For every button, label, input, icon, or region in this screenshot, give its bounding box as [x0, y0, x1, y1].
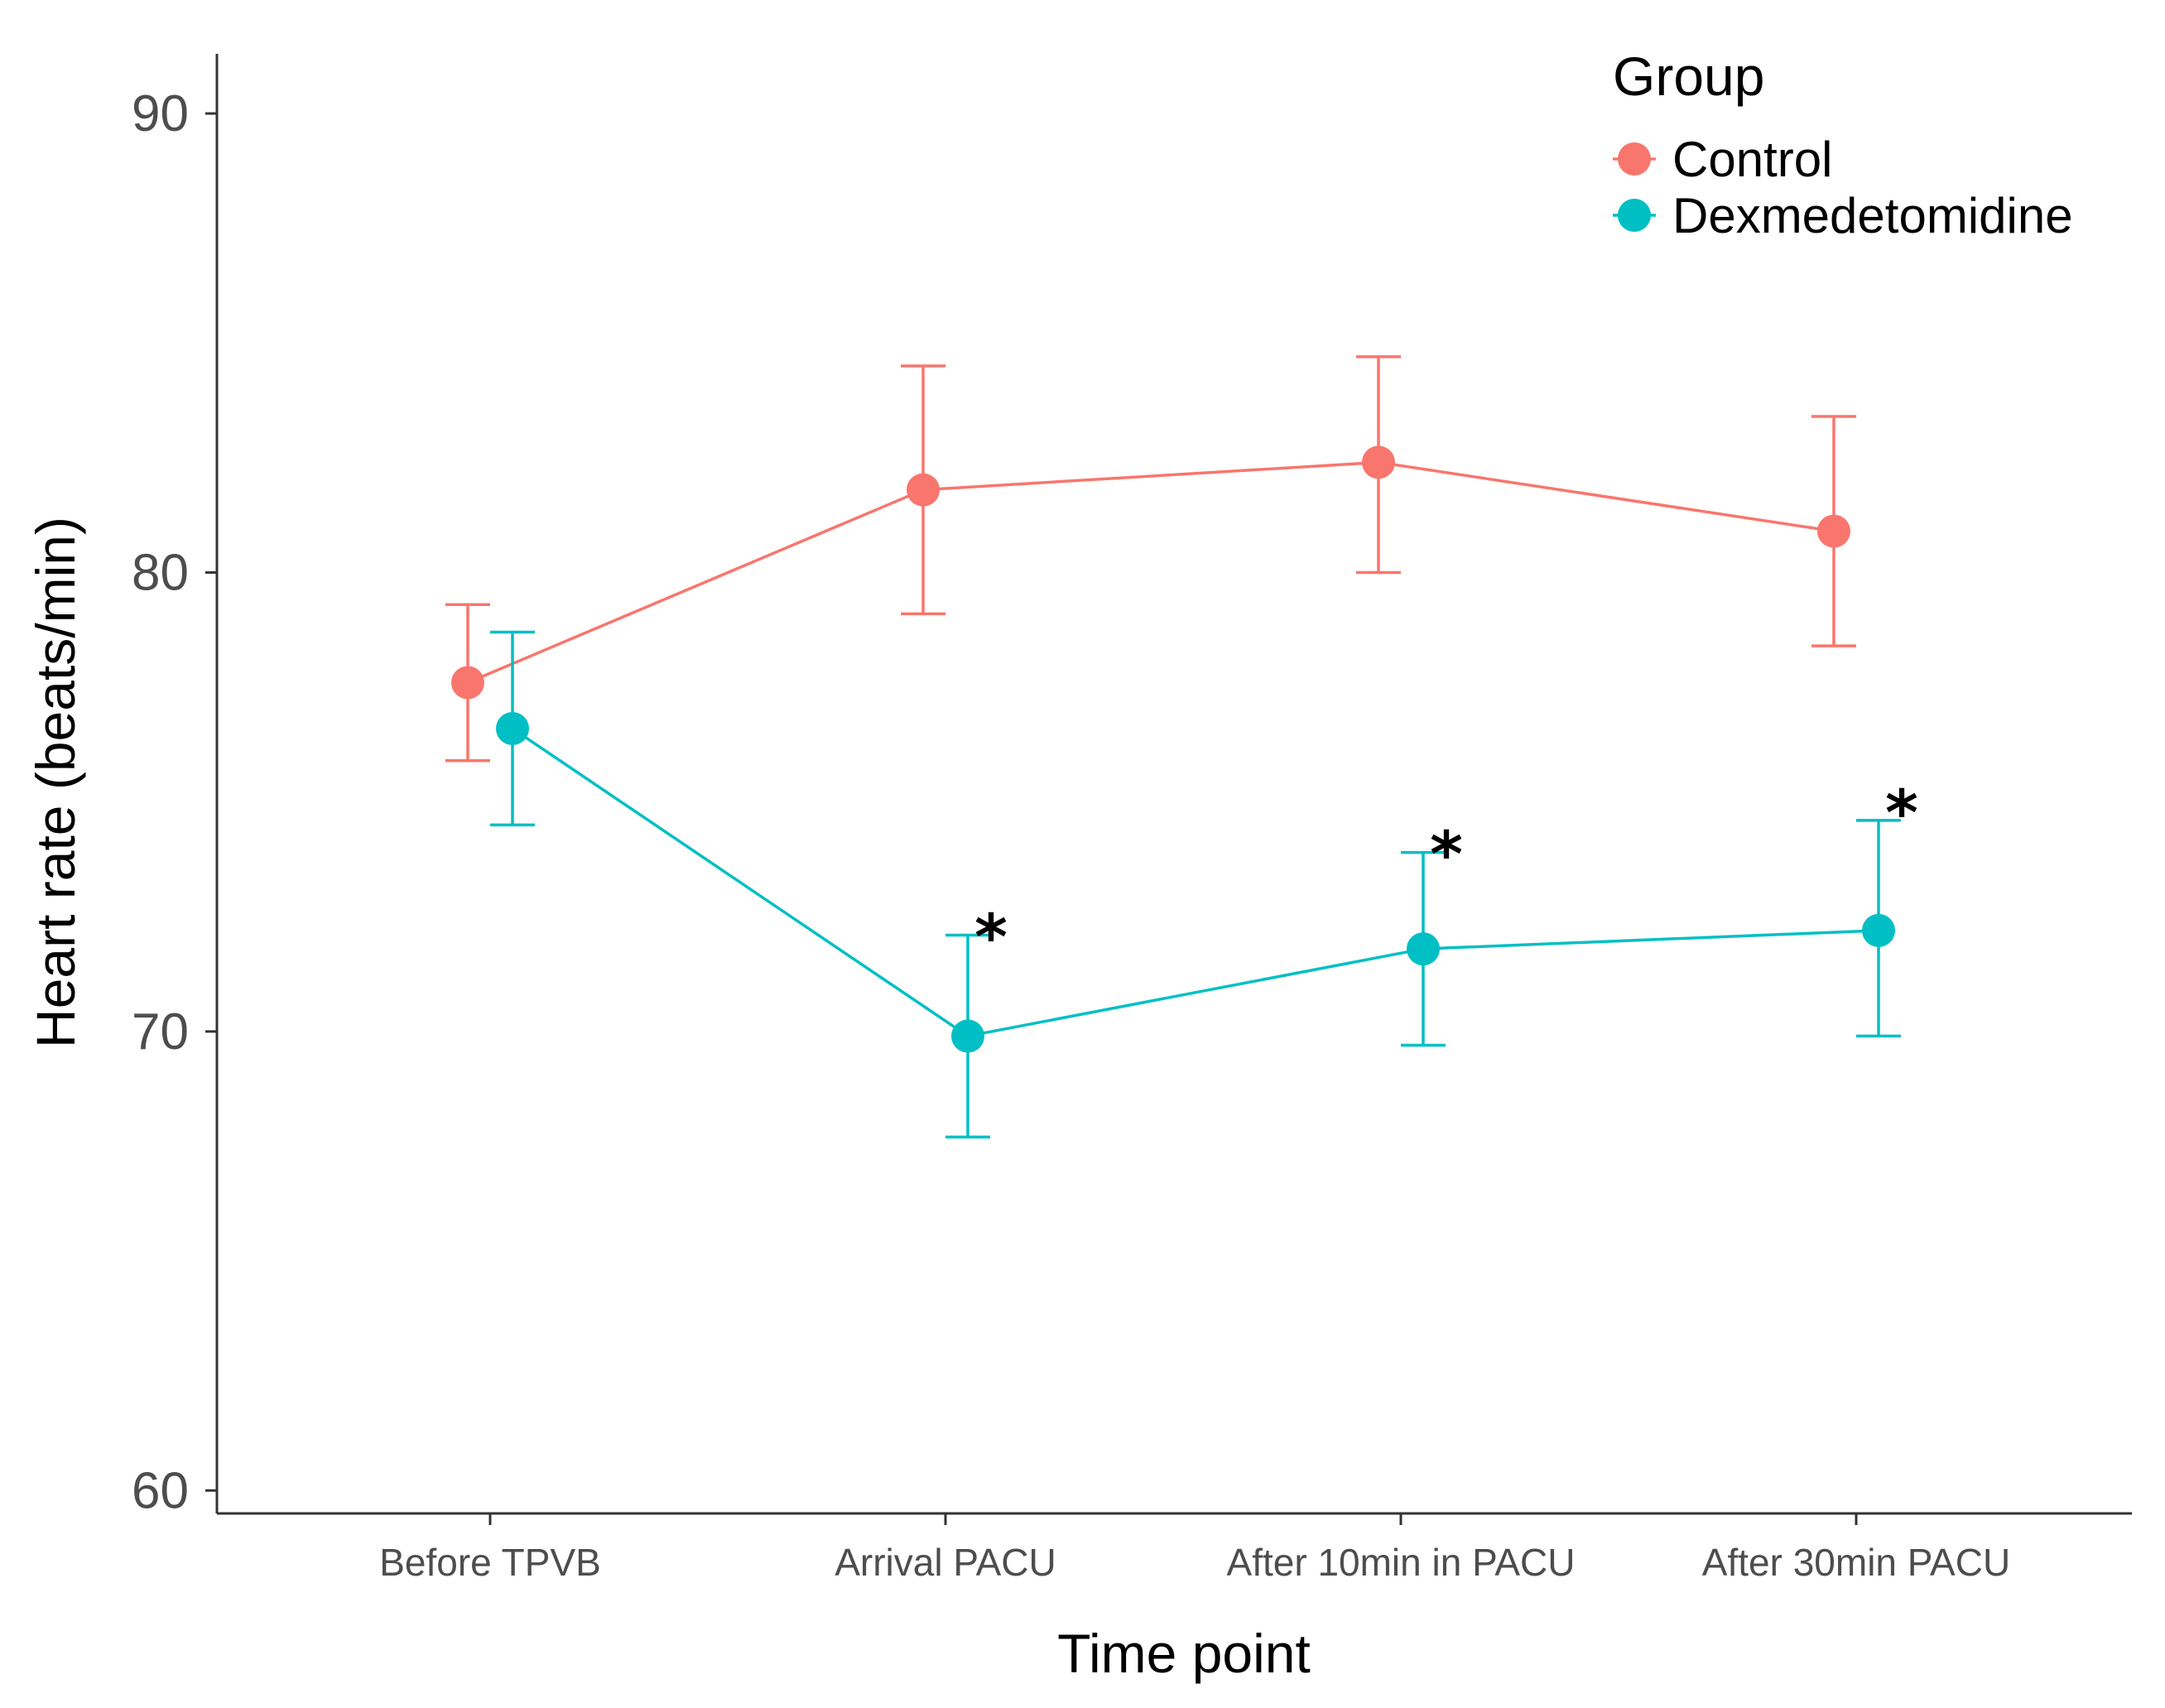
x-tick-label: After 30min PACU — [1702, 1541, 2010, 1584]
data-point — [907, 473, 940, 507]
legend-label: Control — [1672, 132, 1832, 187]
x-axis-title: Time point — [1057, 1623, 1311, 1684]
axes — [215, 54, 2132, 1515]
legend-marker — [1618, 142, 1651, 176]
x-tick-label: Before TPVB — [379, 1541, 601, 1584]
x-tick-label: After 10min in PACU — [1227, 1541, 1576, 1584]
series-line — [512, 727, 1879, 1038]
y-ticks: 60 70 80 90 — [132, 85, 217, 1519]
data-point — [1817, 514, 1850, 548]
series-dexmedetomidine — [490, 630, 1901, 1139]
data-point — [496, 711, 529, 745]
series-control — [445, 355, 1856, 763]
data-point — [451, 666, 484, 700]
legend-item-dexmedetomidine: Dexmedetomidine — [1613, 188, 2073, 243]
y-tick-label: 90 — [132, 85, 189, 142]
y-tick-label: 60 — [132, 1462, 189, 1519]
data-point — [1862, 913, 1895, 947]
annotation-layer: * * * — [974, 776, 1918, 974]
legend-title: Group — [1613, 46, 1764, 107]
data-point — [1362, 445, 1395, 479]
x-ticks: Before TPVB Arrival PACU After 10min in PA… — [379, 1513, 2010, 1584]
data-point — [1407, 932, 1440, 966]
x-tick-label: Arrival PACU — [835, 1541, 1056, 1584]
legend-marker — [1618, 199, 1651, 232]
y-tick-label: 80 — [132, 544, 189, 601]
legend-item-control: Control — [1613, 132, 1832, 187]
data-point — [951, 1019, 984, 1053]
series-line — [467, 460, 1835, 685]
significance-marker: * — [1430, 817, 1463, 891]
series-layer — [445, 355, 1901, 1139]
significance-marker: * — [1885, 776, 1918, 849]
significance-marker: * — [974, 900, 1008, 974]
legend-label: Dexmedetomidine — [1672, 188, 2073, 243]
y-axis-title: Heart rate (beats/min) — [25, 517, 86, 1048]
y-tick-label: 70 — [132, 1003, 189, 1061]
